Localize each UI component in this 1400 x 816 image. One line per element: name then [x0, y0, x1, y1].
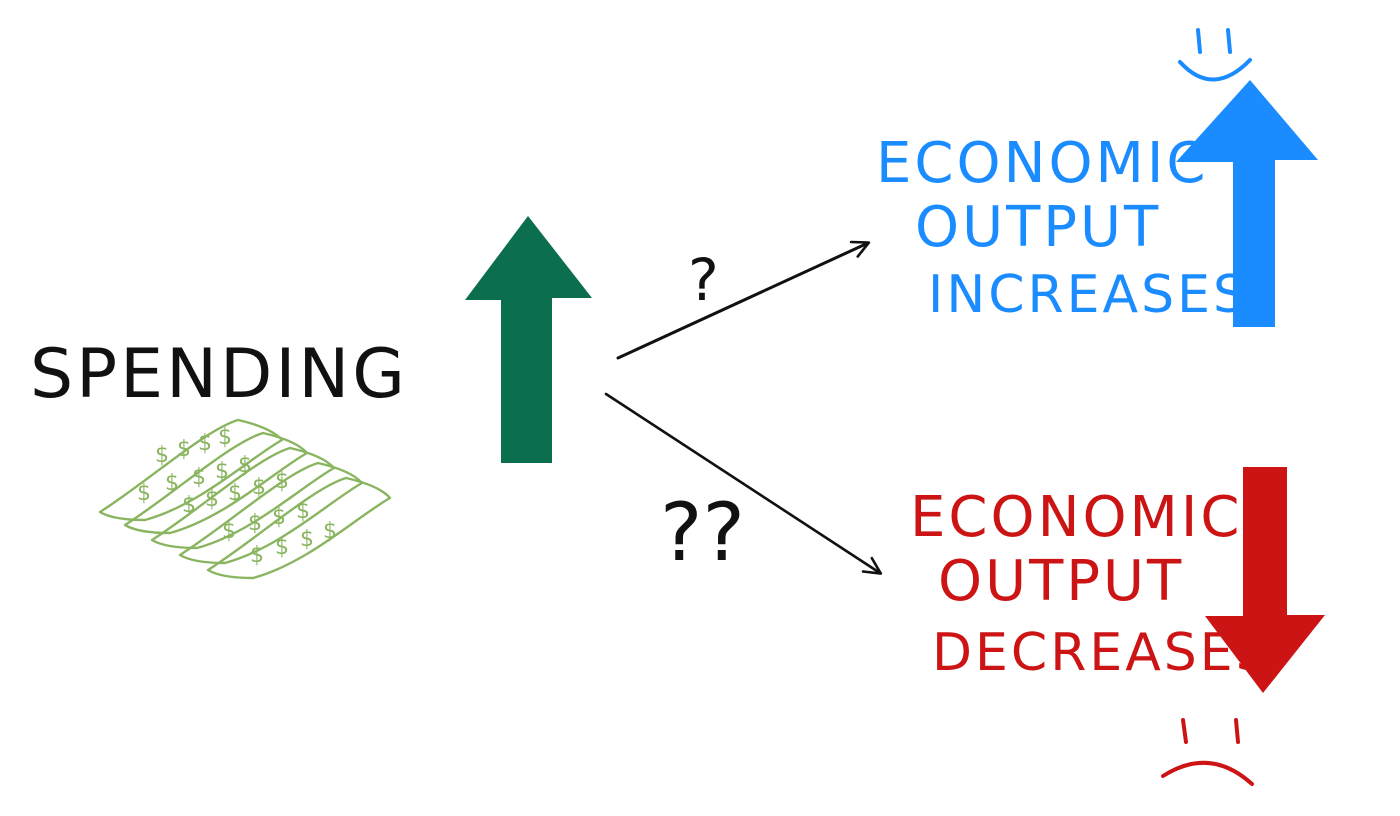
spending-up-arrow-icon — [465, 216, 592, 463]
dollar-sign: $ — [248, 511, 262, 536]
dollar-sign: $ — [192, 465, 206, 490]
increase-line-1: ECONOMIC — [876, 131, 1208, 196]
dollar-sign: $ — [182, 493, 196, 518]
increase-arrow-up-icon — [1176, 80, 1318, 327]
dollar-sign: $ — [252, 475, 266, 500]
decrease-line-1: ECONOMIC — [910, 485, 1242, 550]
dollar-sign: $ — [300, 527, 314, 552]
dollar-sign: $ — [228, 481, 242, 506]
dollar-sign: $ — [275, 469, 289, 494]
dollar-sign: $ — [238, 453, 252, 478]
lower-question-marks: ?? — [660, 486, 745, 579]
upper-path-arrow — [616, 240, 871, 360]
money-bills-icon — [98, 418, 392, 580]
dollar-sign: $ — [250, 543, 264, 568]
dollar-sign: $ — [137, 481, 151, 506]
dollar-sign: $ — [275, 535, 289, 560]
dollar-sign: $ — [323, 519, 337, 544]
dollar-sign: $ — [222, 519, 236, 544]
spending-label: SPENDING — [30, 335, 408, 414]
decrease-line-2: OUTPUT — [938, 549, 1184, 614]
decrease-line-3: DECREASES — [932, 623, 1272, 683]
dollar-sign: $ — [272, 505, 286, 530]
dollar-sign: $ — [296, 499, 310, 524]
outcome-decrease: ECONOMIC OUTPUT DECREASES — [910, 485, 1272, 683]
happy-face-icon — [1178, 28, 1252, 82]
upper-question-mark: ? — [688, 246, 719, 314]
dollar-sign: $ — [215, 459, 229, 484]
sad-face-icon — [1161, 718, 1254, 786]
bill-shape — [98, 418, 284, 522]
lower-path-arrow — [604, 392, 883, 575]
dollar-sign: $ — [165, 471, 179, 496]
dollar-sign: $ — [155, 443, 169, 468]
increase-line-2: OUTPUT — [915, 195, 1161, 260]
increase-line-3: INCREASES — [928, 265, 1249, 325]
dollar-sign: $ — [218, 425, 232, 450]
dollar-sign: $ — [205, 487, 219, 512]
dollar-sign: $ — [177, 437, 191, 462]
bill-shape — [206, 476, 392, 580]
dollar-signs: $ $ $ $ $ $ $ $ $ $ $ $ $ $ $ $ $ $ $ $ … — [137, 425, 337, 568]
dollar-sign: $ — [198, 431, 212, 456]
decrease-arrow-down-icon — [1205, 467, 1325, 693]
outcome-increase: ECONOMIC OUTPUT INCREASES — [876, 131, 1249, 325]
